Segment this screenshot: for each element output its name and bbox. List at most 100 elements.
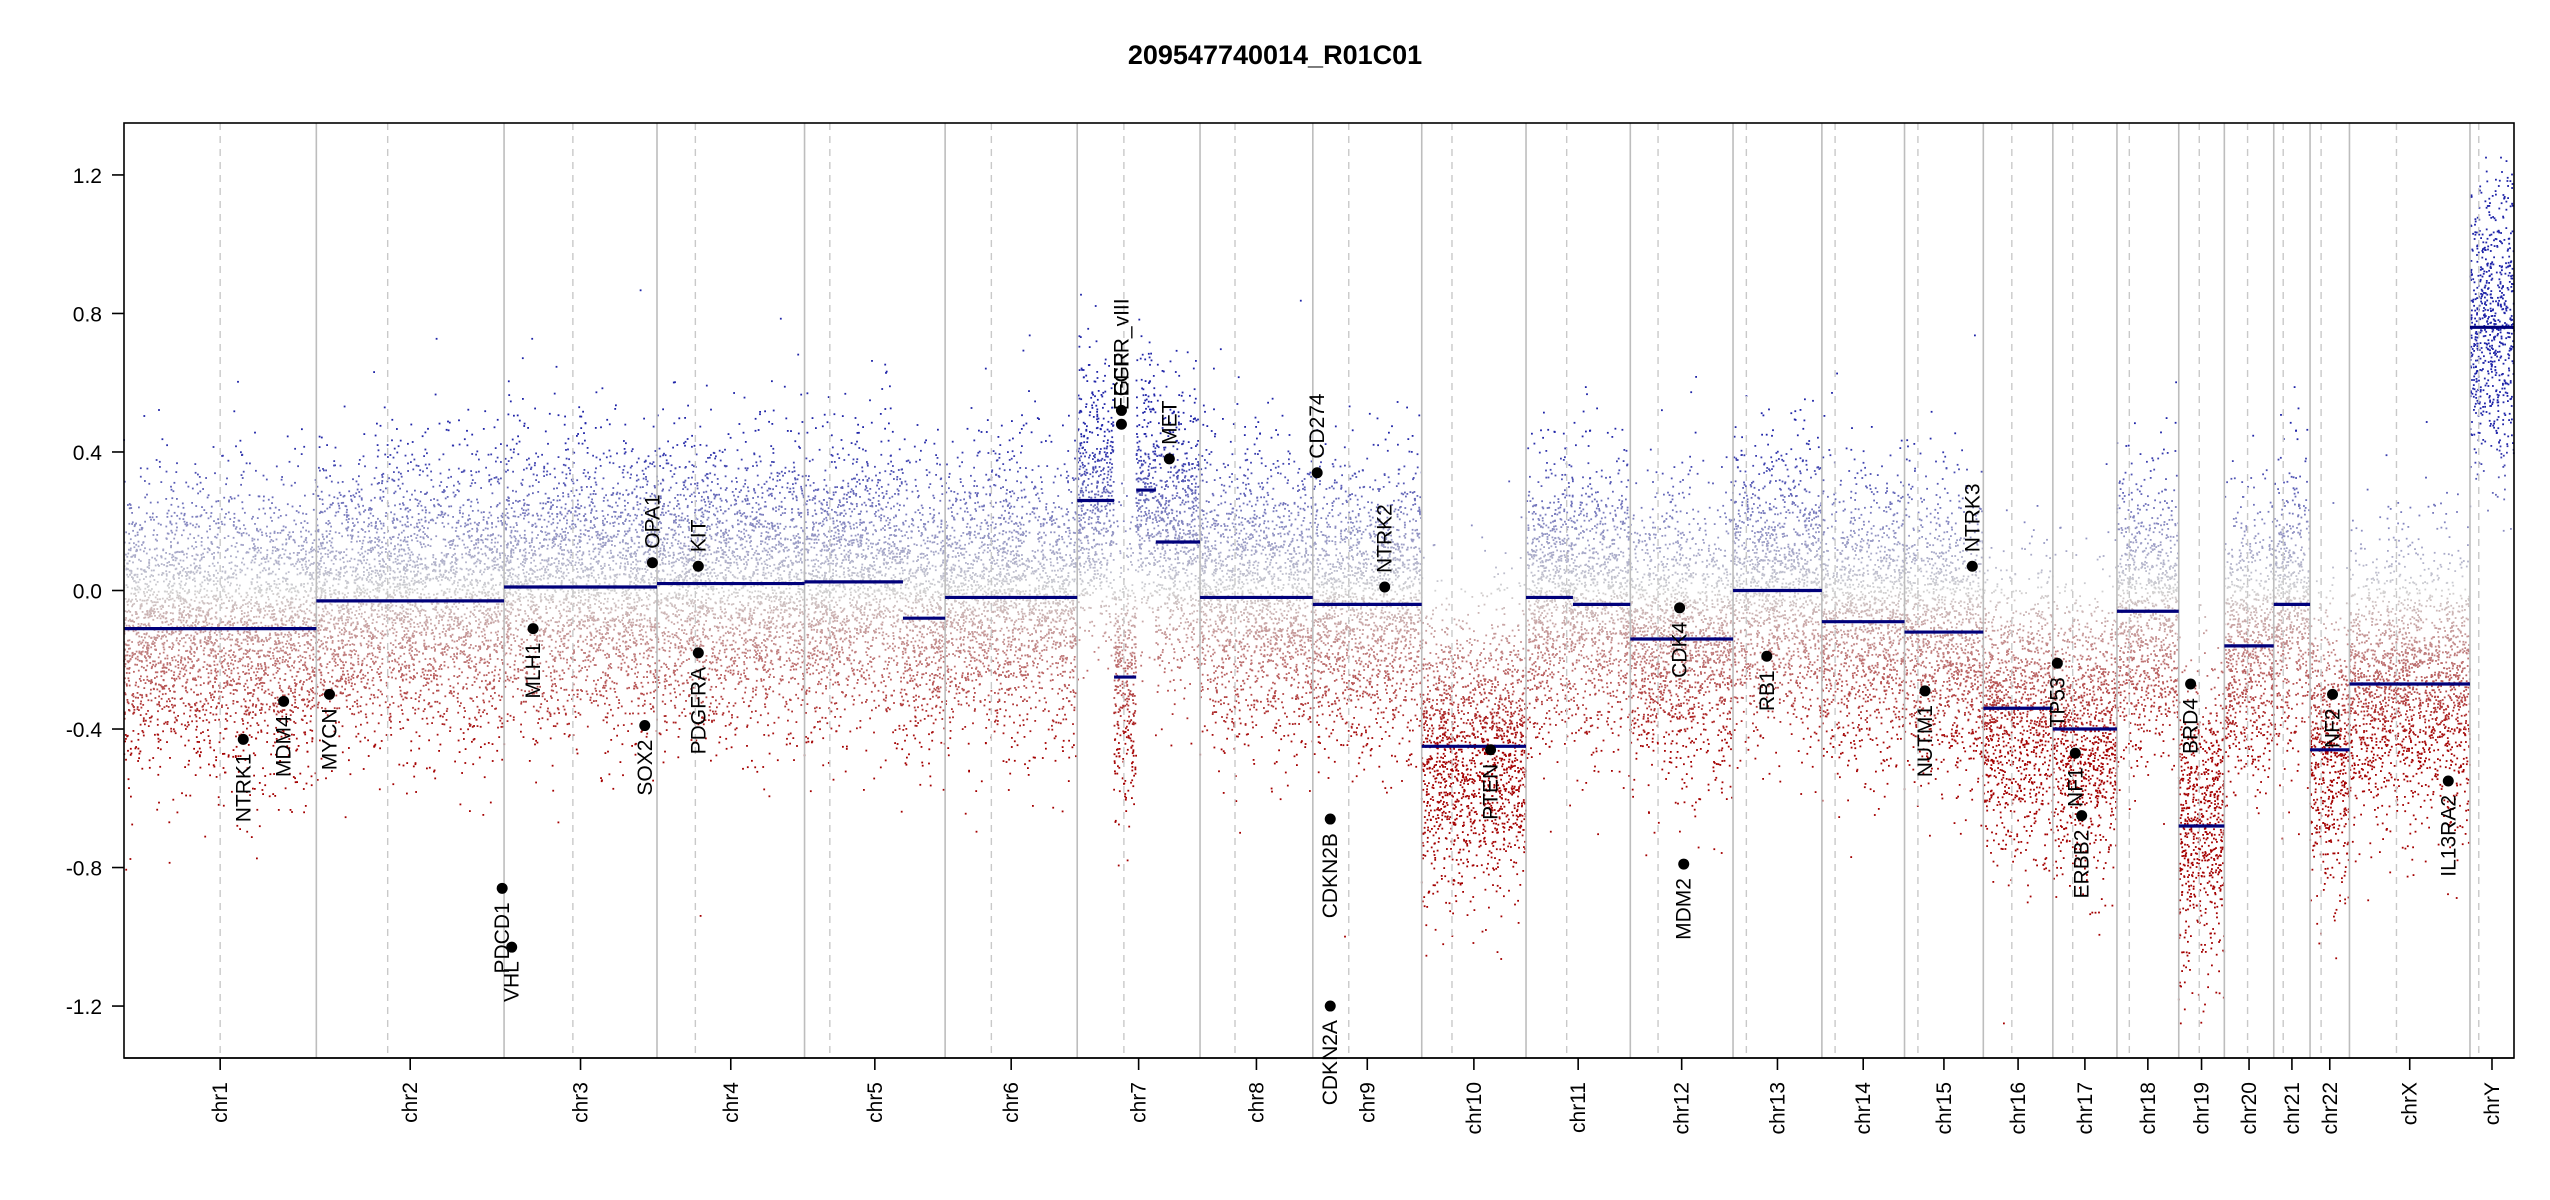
probe-point [443, 562, 446, 565]
probe-point [167, 605, 170, 607]
probe-point [414, 564, 417, 567]
probe-point [428, 616, 431, 619]
probe-point [151, 601, 154, 604]
probe-point [469, 522, 472, 525]
probe-point [263, 662, 266, 664]
probe-point [243, 623, 246, 626]
probe-point [412, 553, 414, 556]
probe-point [274, 506, 277, 509]
probe-point [244, 511, 246, 514]
probe-point [311, 556, 314, 558]
probe-point [424, 519, 427, 522]
probe-point [157, 630, 160, 633]
probe-point [378, 554, 380, 557]
probe-point [423, 621, 426, 624]
probe-point [190, 639, 192, 642]
probe-point [186, 606, 189, 609]
probe-point [178, 649, 180, 652]
probe-point [128, 654, 131, 657]
probe-point [411, 493, 413, 496]
probe-point [259, 610, 262, 613]
probe-point [220, 508, 223, 511]
probe-point [441, 511, 444, 514]
probe-point [373, 477, 376, 480]
probe-point [170, 546, 172, 549]
probe-point [409, 498, 411, 501]
probe-point [333, 650, 336, 652]
probe-point [188, 591, 191, 593]
probe-point [494, 631, 497, 634]
probe-point [240, 642, 243, 645]
probe-point [263, 673, 266, 676]
probe-point [212, 580, 215, 582]
probe-point [378, 648, 380, 650]
probe-point [199, 641, 202, 644]
probe-point [172, 574, 175, 576]
probe-point [439, 615, 441, 618]
probe-point [276, 657, 278, 660]
probe-point [132, 561, 134, 564]
probe-point [441, 560, 443, 563]
probe-point [190, 598, 193, 601]
probe-point [334, 464, 336, 467]
probe-point [477, 541, 480, 544]
probe-point [135, 617, 138, 620]
probe-point [289, 809, 292, 811]
probe-point [310, 587, 312, 589]
probe-point [416, 534, 419, 537]
probe-point [125, 584, 128, 586]
probe-point [367, 517, 370, 520]
probe-point [434, 643, 437, 646]
probe-point [488, 662, 490, 664]
probe-point [288, 631, 290, 634]
probe-point [399, 728, 402, 730]
probe-point [497, 520, 500, 523]
probe-point [296, 781, 298, 783]
probe-point [320, 694, 323, 696]
probe-point [479, 659, 482, 662]
probe-point [399, 611, 401, 614]
probe-point [353, 592, 356, 594]
probe-point [496, 645, 499, 648]
probe-point [152, 618, 155, 621]
probe-point [425, 618, 428, 621]
probe-point [438, 565, 441, 568]
probe-point [256, 671, 259, 673]
probe-point [217, 551, 219, 554]
probe-point [216, 589, 219, 592]
probe-point [308, 559, 310, 562]
probe-point [442, 593, 445, 595]
probe-point [252, 643, 255, 645]
probe-point [483, 658, 486, 661]
probe-point [211, 562, 214, 565]
probe-point [193, 547, 195, 550]
probe-point [295, 523, 297, 526]
probe-point [317, 650, 320, 653]
probe-point [337, 634, 340, 637]
probe-point [269, 507, 271, 509]
probe-point [440, 664, 442, 666]
probe-point [288, 685, 291, 688]
probe-point [214, 681, 216, 683]
probe-point [250, 598, 252, 601]
probe-point [232, 576, 235, 579]
probe-point [255, 596, 258, 599]
probe-point [406, 521, 409, 523]
probe-point [185, 614, 187, 616]
probe-point [419, 500, 422, 503]
probe-point [484, 552, 487, 555]
probe-point [298, 606, 300, 609]
probe-point [351, 643, 354, 645]
probe-point [166, 657, 169, 660]
probe-point [335, 558, 337, 561]
probe-point [337, 653, 340, 656]
probe-point [152, 534, 155, 536]
probe-point [266, 741, 268, 743]
probe-point [138, 640, 141, 643]
probe-point [164, 599, 167, 602]
probe-point [222, 588, 225, 591]
probe-point [401, 604, 404, 606]
probe-point [482, 541, 484, 544]
probe-point [174, 659, 177, 662]
probe-point [418, 581, 421, 584]
